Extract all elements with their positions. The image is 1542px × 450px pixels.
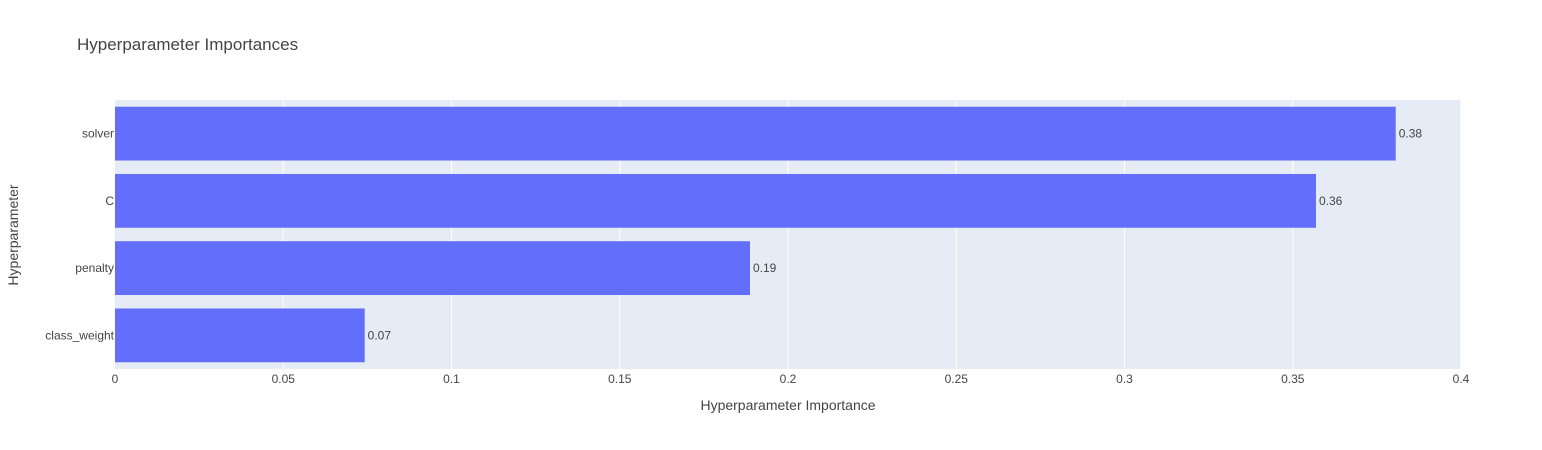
data-label: 0.19 bbox=[753, 261, 777, 275]
data-labels: 0.38 0.36 0.19 0.07 bbox=[368, 127, 1423, 343]
x-tick-label: 0.25 bbox=[945, 372, 969, 386]
y-tick-label: solver bbox=[82, 127, 114, 141]
x-tick-label: 0.1 bbox=[443, 372, 460, 386]
data-label: 0.38 bbox=[1399, 127, 1423, 141]
y-axis-title: Hyperparameter bbox=[5, 184, 21, 285]
bar bbox=[115, 241, 750, 296]
bar bbox=[115, 308, 365, 363]
bars bbox=[115, 106, 1396, 363]
x-tick-label: 0.15 bbox=[608, 372, 632, 386]
x-tick-label: 0.4 bbox=[1453, 372, 1470, 386]
data-label: 0.07 bbox=[368, 328, 392, 342]
x-tick-labels: 0 0.05 0.1 0.15 0.2 0.25 0.3 0.35 0.4 bbox=[112, 372, 1470, 386]
y-tick-label: penalty bbox=[75, 261, 114, 275]
x-axis-title: Hyperparameter Importance bbox=[700, 397, 875, 413]
data-label: 0.36 bbox=[1319, 194, 1343, 208]
x-tick-label: 0.35 bbox=[1281, 372, 1305, 386]
x-tick-label: 0.05 bbox=[272, 372, 296, 386]
chart-title: Hyperparameter Importances bbox=[77, 35, 298, 54]
bar bbox=[115, 173, 1316, 228]
bar bbox=[115, 106, 1396, 161]
x-tick-label: 0 bbox=[112, 372, 119, 386]
y-tick-label: C bbox=[105, 194, 114, 208]
y-tick-label: class_weight bbox=[45, 328, 114, 342]
x-tick-label: 0.2 bbox=[780, 372, 797, 386]
x-tick-label: 0.3 bbox=[1116, 372, 1133, 386]
